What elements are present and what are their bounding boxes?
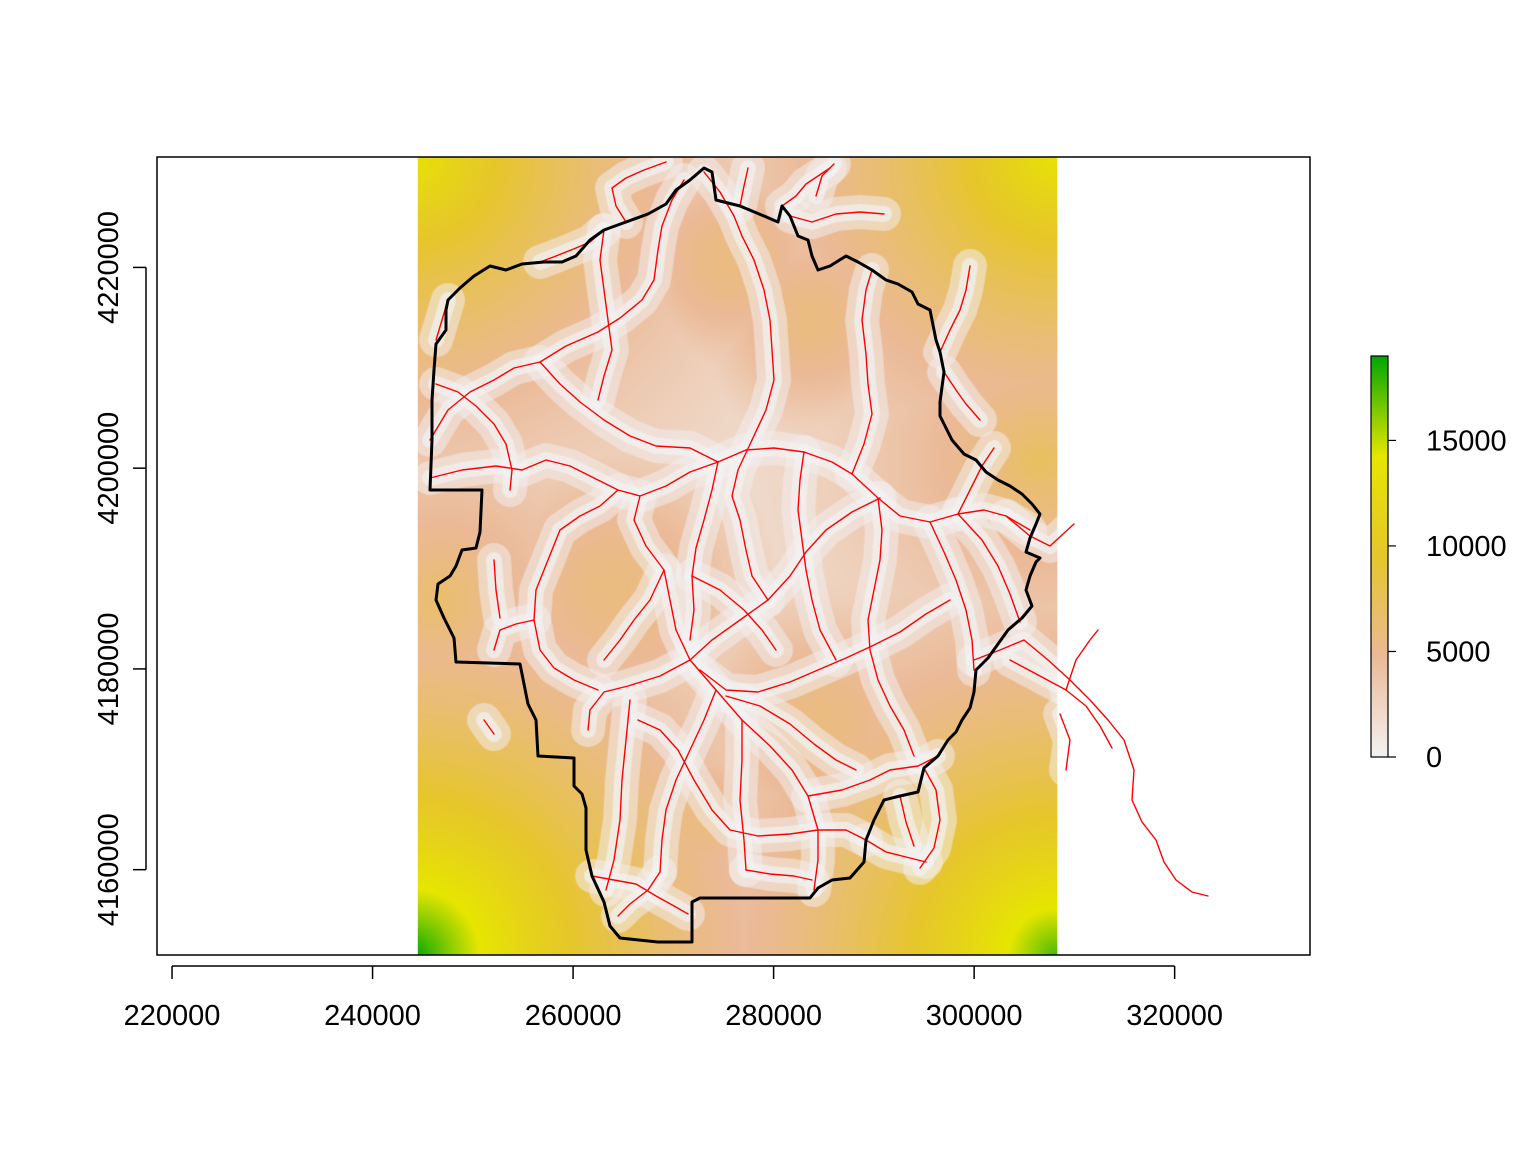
road-line xyxy=(973,639,1209,897)
road-line xyxy=(493,619,535,651)
road-line xyxy=(429,447,1031,531)
road-line xyxy=(899,795,915,847)
road-line xyxy=(929,521,975,671)
road-line xyxy=(587,659,691,731)
road-line xyxy=(605,699,631,891)
road-line xyxy=(745,869,813,881)
x-tick-label: 260000 xyxy=(525,1000,622,1032)
road-line xyxy=(943,371,981,421)
road-line xyxy=(851,269,873,475)
road-line xyxy=(725,695,857,771)
road-line xyxy=(611,161,667,223)
x-tick-label: 220000 xyxy=(124,1000,221,1032)
x-tick-label: 300000 xyxy=(926,1000,1023,1032)
road-line xyxy=(429,179,685,441)
x-tick-label: 320000 xyxy=(1126,1000,1223,1032)
road-line xyxy=(957,447,995,515)
road-line xyxy=(637,719,867,841)
road-line xyxy=(867,497,915,757)
y-tick-label: 4180000 xyxy=(93,612,125,725)
road-line xyxy=(483,719,495,735)
road-line xyxy=(957,513,1021,623)
road-line xyxy=(703,171,775,601)
road-line xyxy=(789,211,885,223)
road-line xyxy=(691,575,777,651)
plot-frame xyxy=(156,156,1311,956)
colorbar-tick-label: 0 xyxy=(1426,742,1442,774)
road-line xyxy=(815,163,835,197)
park-boundary xyxy=(428,166,1042,944)
roads-layer xyxy=(429,161,1209,917)
road-line xyxy=(659,689,717,873)
colorbar-tick-label: 15000 xyxy=(1426,425,1507,457)
x-tick-label: 240000 xyxy=(324,1000,421,1032)
y-tick-label: 4220000 xyxy=(93,211,125,324)
colorbar-legend: 0 5000 10000 15000 xyxy=(1370,355,1507,774)
road-line xyxy=(865,839,927,863)
road-line xyxy=(1059,713,1071,771)
road-line xyxy=(689,461,719,641)
road-line xyxy=(435,383,513,491)
road-line xyxy=(699,599,951,693)
x-tick-label: 280000 xyxy=(725,1000,822,1032)
road-line xyxy=(591,875,689,915)
road-line xyxy=(781,167,831,207)
road-line xyxy=(603,569,665,661)
road-line xyxy=(597,229,613,401)
road-line xyxy=(1065,629,1099,691)
road-line xyxy=(539,361,719,463)
road-line xyxy=(919,767,941,869)
road-line xyxy=(617,871,661,917)
road-line xyxy=(533,489,619,691)
y-tick-label: 4160000 xyxy=(93,813,125,926)
road-line xyxy=(797,451,837,661)
road-line xyxy=(1005,515,1075,547)
road-line xyxy=(493,559,501,619)
road-line xyxy=(939,265,971,353)
distance-raster-image xyxy=(417,157,1058,955)
road-line xyxy=(807,755,939,797)
road-line xyxy=(739,719,747,871)
colorbar-tick-label: 10000 xyxy=(1426,531,1507,563)
road-line xyxy=(689,497,881,661)
y-tick-label: 4200000 xyxy=(93,412,125,525)
x-axis: 220000 240000 260000 280000 300000 320000 xyxy=(124,965,1223,1032)
colorbar-gradient xyxy=(1370,355,1389,758)
y-axis: 4160000 4180000 4200000 4220000 xyxy=(93,211,147,926)
road-line xyxy=(739,167,749,207)
colorbar-tick-label: 5000 xyxy=(1426,636,1491,668)
distance-raster xyxy=(417,157,1058,955)
road-line xyxy=(1009,659,1113,749)
